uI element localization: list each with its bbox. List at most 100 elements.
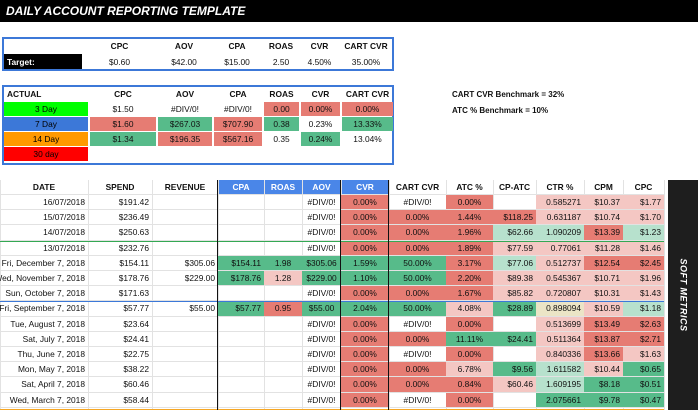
table-cell[interactable]: $178.76	[218, 271, 264, 286]
table-cell[interactable]	[218, 317, 264, 331]
actual-value[interactable]: 13.04%	[353, 134, 382, 144]
col-header-cpm[interactable]: CPM	[594, 182, 613, 192]
table-cell[interactable]	[218, 286, 264, 300]
table-cell[interactable]	[493, 347, 536, 361]
table-cell[interactable]: 0.898094	[536, 301, 584, 316]
table-cell[interactable]: #DIV/0!	[307, 394, 336, 405]
col-header-revenue[interactable]: REVENUE	[164, 182, 206, 192]
target-value[interactable]: 4.50%	[307, 56, 332, 67]
actual-value[interactable]: $1.50	[112, 104, 134, 114]
table-cell[interactable]: 1.10%	[341, 271, 389, 286]
table-cell[interactable]	[152, 195, 218, 209]
col-header-cart-cvr[interactable]: CART CVR	[395, 182, 440, 192]
table-cell[interactable]: $57.77	[123, 303, 149, 314]
table-cell[interactable]: 0.00%	[341, 286, 389, 301]
table-cell[interactable]: #DIV/0!	[403, 318, 432, 329]
actual-header-cvr[interactable]: CVR	[311, 88, 330, 99]
table-cell[interactable]: $28.89	[493, 301, 536, 316]
table-cell[interactable]: $229.00	[302, 271, 341, 286]
table-cell[interactable]: $13.87	[584, 331, 623, 346]
table-cell[interactable]: 0.00%	[341, 377, 389, 392]
table-cell[interactable]: 2.20%	[446, 271, 493, 286]
target-value[interactable]: $15.00	[224, 56, 250, 67]
table-cell[interactable]: $229.00	[184, 273, 215, 284]
table-cell[interactable]: $1.46	[623, 240, 664, 255]
actual-header-cpc[interactable]: CPC	[114, 88, 132, 99]
table-cell[interactable]: $1.43	[623, 286, 664, 301]
table-cell[interactable]: #DIV/0!	[403, 197, 432, 208]
table-cell[interactable]	[152, 317, 218, 331]
table-cell[interactable]: #DIV/0!	[307, 288, 336, 299]
table-cell[interactable]: $62.66	[493, 225, 536, 240]
table-cell[interactable]: $77.59	[493, 240, 536, 255]
table-cell[interactable]: 1.44%	[446, 210, 493, 225]
table-cell[interactable]: 0.00%	[446, 316, 493, 331]
table-cell[interactable]: #DIV/0!	[403, 349, 432, 360]
actual-row-label[interactable]: 3 Day	[4, 102, 88, 116]
col-header-ctr-[interactable]: CTR %	[546, 182, 574, 192]
table-cell[interactable]	[218, 210, 264, 224]
row-date[interactable]: Sat, July 7, 2018	[22, 333, 85, 344]
actual-value[interactable]: 0.00%	[342, 102, 393, 116]
table-cell[interactable]	[264, 195, 302, 209]
row-date[interactable]: 15/07/2018	[43, 212, 85, 223]
table-cell[interactable]: 0.00%	[389, 331, 446, 346]
table-cell[interactable]: $22.75	[123, 349, 149, 360]
table-cell[interactable]	[264, 377, 302, 391]
table-cell[interactable]	[152, 377, 218, 391]
table-cell[interactable]: 0.545367	[536, 271, 584, 286]
table-cell[interactable]: $10.74	[584, 210, 623, 225]
table-cell[interactable]: $154.11	[119, 257, 149, 268]
row-date[interactable]: Sun, October 7, 2018	[5, 288, 85, 299]
table-cell[interactable]: 1.59%	[341, 255, 389, 270]
actual-value[interactable]: $567.16	[214, 132, 262, 146]
table-cell[interactable]: #DIV/0!	[307, 379, 336, 390]
row-date[interactable]: Wed, March 7, 2018	[9, 394, 85, 405]
table-cell[interactable]: #DIV/0!	[307, 318, 336, 329]
table-cell[interactable]: $55.00	[189, 303, 215, 314]
row-date[interactable]: Thu, June 7, 2018	[17, 349, 85, 360]
actual-value[interactable]: 0.24%	[301, 132, 340, 146]
table-cell[interactable]: 0.00%	[389, 240, 446, 255]
table-cell[interactable]: 1.090209	[536, 225, 584, 240]
table-cell[interactable]: $8.18	[584, 377, 623, 392]
row-date[interactable]: 16/07/2018	[43, 197, 85, 208]
table-cell[interactable]	[218, 393, 264, 407]
table-cell[interactable]: 3.17%	[446, 255, 493, 270]
target-value[interactable]: $42.00	[171, 56, 197, 67]
table-cell[interactable]: 50.00%	[389, 271, 446, 286]
row-date[interactable]: Wed, November 7, 2018	[0, 273, 85, 284]
table-cell[interactable]	[152, 225, 218, 239]
actual-label[interactable]: ACTUAL	[7, 88, 42, 99]
table-cell[interactable]: 0.512737	[536, 255, 584, 270]
table-cell[interactable]: $118.25	[493, 210, 536, 225]
table-cell[interactable]: $55.00	[302, 301, 341, 316]
table-cell[interactable]: 0.00%	[389, 377, 446, 392]
table-cell[interactable]: 50.00%	[389, 301, 446, 316]
table-cell[interactable]: 1.611582	[536, 362, 584, 377]
target-value[interactable]: 35.00%	[351, 56, 381, 67]
table-cell[interactable]: 1.28	[264, 271, 302, 286]
row-date[interactable]: Fri, December 7, 2018	[1, 257, 85, 268]
actual-value[interactable]	[301, 147, 340, 161]
actual-value[interactable]: $267.03	[158, 117, 212, 131]
actual-value[interactable]: #DIV/0!	[224, 104, 252, 114]
table-cell[interactable]: $10.31	[584, 286, 623, 301]
table-cell[interactable]: 0.511364	[536, 331, 584, 346]
actual-header-roas[interactable]: ROAS	[269, 88, 294, 99]
actual-value[interactable]: 0.00	[264, 102, 299, 116]
table-cell[interactable]: $13.66	[584, 347, 623, 362]
table-cell[interactable]: $232.76	[118, 242, 149, 253]
table-cell[interactable]	[152, 393, 218, 407]
table-cell[interactable]: $10.44	[584, 362, 623, 377]
table-cell[interactable]	[264, 241, 302, 255]
table-cell[interactable]: $178.76	[118, 273, 149, 284]
col-header-aov[interactable]: AOV	[302, 180, 341, 194]
table-cell[interactable]: $9.56	[493, 362, 536, 377]
table-cell[interactable]: $23.64	[123, 318, 149, 329]
actual-row-label[interactable]: 7 Day	[4, 117, 88, 131]
table-cell[interactable]: $2.63	[623, 316, 664, 331]
table-cell[interactable]: 0.00%	[389, 210, 446, 225]
col-header-cpa[interactable]: CPA	[218, 180, 264, 194]
table-cell[interactable]	[218, 241, 264, 255]
